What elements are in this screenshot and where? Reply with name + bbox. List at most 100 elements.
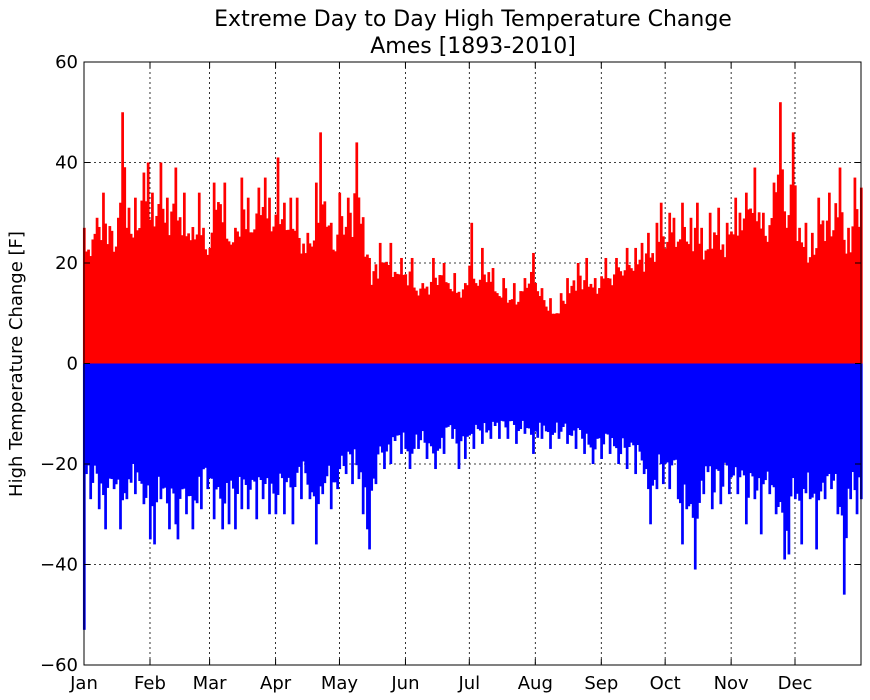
bar-negative [478, 363, 482, 431]
bar-positive [127, 207, 131, 364]
ytick-label: −40 [40, 555, 78, 576]
bar-negative [429, 363, 433, 447]
bar-negative [749, 363, 752, 474]
bar-negative [127, 363, 131, 480]
bar-negative [538, 363, 542, 423]
bar-negative [374, 363, 378, 485]
bar-negative [600, 363, 603, 459]
bar-positive [623, 270, 627, 364]
bar-positive [840, 212, 844, 364]
bar-negative [693, 363, 697, 570]
bar-positive [766, 241, 769, 364]
bar-positive [246, 197, 250, 364]
bar-positive [693, 227, 697, 364]
bar-positive [630, 268, 633, 364]
bar-positive [774, 192, 778, 364]
bar-negative [781, 363, 784, 513]
bar-positive [442, 263, 446, 364]
bar-negative [89, 363, 93, 500]
bar-negative [832, 363, 835, 481]
bar-positive [302, 243, 305, 364]
bar-positive [108, 226, 112, 364]
bar-positive [576, 263, 580, 364]
bar-positive [836, 217, 840, 364]
bar-positive [236, 231, 239, 364]
bar-negative [417, 363, 420, 449]
bar-negative [808, 363, 812, 500]
bar-negative [308, 363, 312, 500]
bar-negative [725, 363, 729, 466]
bar-negative [751, 363, 755, 477]
bar-positive [376, 278, 380, 364]
bar-negative [255, 363, 259, 520]
bar-negative [366, 363, 369, 530]
bar-positive [536, 291, 540, 364]
bar-positive [453, 273, 457, 364]
bar-negative [529, 363, 533, 435]
bar-negative [391, 363, 395, 438]
bar-positive [212, 182, 216, 364]
bar-positive [397, 274, 401, 364]
bar-positive [293, 230, 297, 364]
bar-positive [114, 246, 118, 364]
bar-positive [393, 271, 397, 364]
bar-positive [476, 285, 480, 364]
bar-negative [368, 363, 371, 550]
bar-negative [383, 363, 386, 470]
bar-negative [570, 363, 574, 436]
bar-positive [242, 209, 246, 364]
bar-negative [165, 363, 169, 504]
bar-negative [623, 363, 627, 448]
bar-positive [598, 288, 601, 364]
bar-positive [221, 222, 225, 364]
bar-negative [125, 363, 129, 500]
bar-positive [589, 283, 593, 364]
bar-negative [325, 363, 329, 477]
bar-positive [819, 224, 823, 364]
bar-positive [655, 222, 659, 364]
bar-negative [280, 363, 284, 479]
bar-positive [457, 291, 461, 364]
bar-positive [572, 280, 576, 364]
bar-negative [510, 363, 514, 421]
bar-negative [504, 363, 508, 428]
bar-negative [764, 363, 767, 481]
bar-negative [802, 363, 806, 489]
bar-negative [453, 363, 457, 430]
bar-positive [617, 267, 620, 364]
bar-positive [329, 222, 333, 364]
bar-positive [131, 237, 135, 364]
bar-positive [208, 247, 212, 364]
bar-negative [270, 363, 273, 484]
bar-negative [551, 363, 554, 435]
bar-negative [234, 363, 237, 530]
bar-negative [555, 363, 559, 423]
bar-positive [408, 271, 412, 364]
bar-negative [721, 363, 725, 487]
bar-positive [163, 222, 167, 364]
bar-positive [653, 261, 657, 364]
bar-positive [263, 177, 267, 364]
bar-negative [559, 363, 563, 432]
bar-positive [544, 306, 548, 364]
bar-negative [615, 363, 618, 449]
bar-positive [481, 247, 484, 364]
bar-negative [204, 363, 208, 468]
ytick-label: −60 [40, 655, 78, 676]
bar-positive [762, 212, 765, 364]
bar-positive [502, 278, 506, 364]
bar-positive [148, 219, 152, 364]
bar-negative [517, 363, 520, 432]
bar-positive [702, 259, 706, 364]
bar-positive [197, 192, 201, 364]
bar-negative [359, 363, 363, 473]
bar-negative [698, 363, 701, 503]
bar-positive [487, 272, 491, 364]
bar-positive [259, 215, 263, 364]
bar-positive [370, 284, 374, 364]
bar-positive [349, 212, 352, 364]
bar-negative [161, 363, 165, 489]
bar-positive [670, 232, 674, 364]
bar-positive [517, 301, 520, 364]
bar-positive [153, 226, 156, 364]
